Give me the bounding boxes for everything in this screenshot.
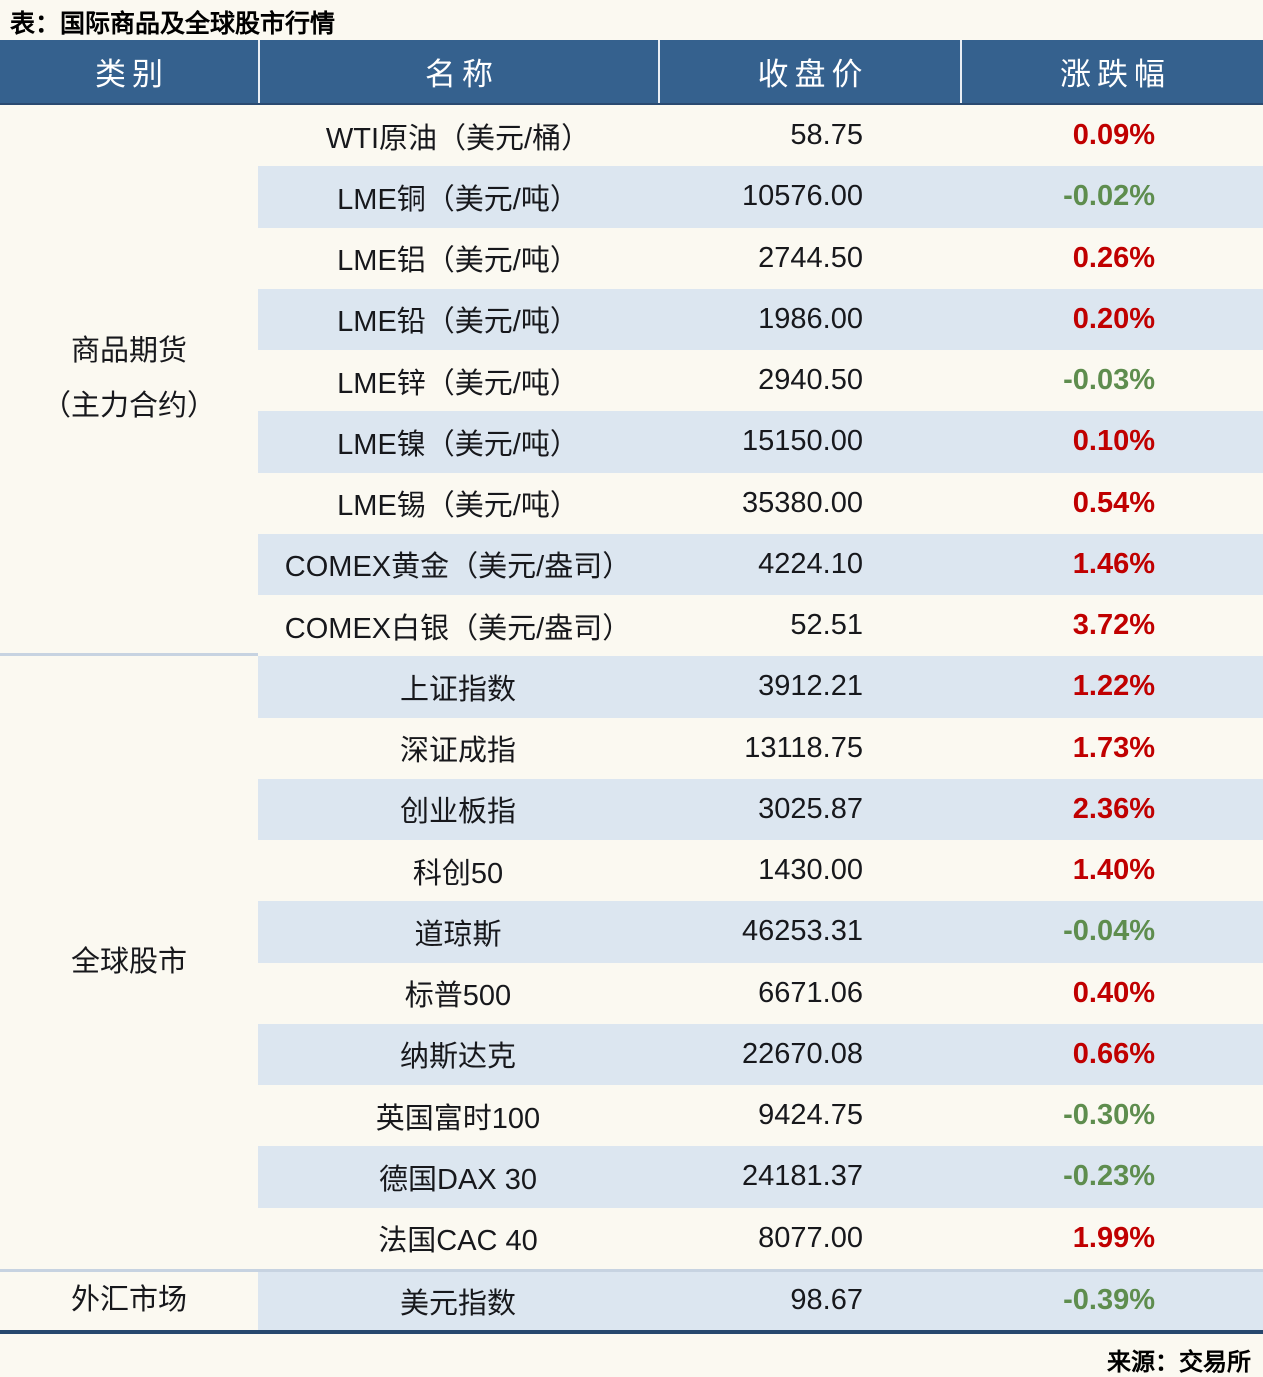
row-change-cell: 0.40% — [960, 962, 1263, 1024]
row-change-cell: 1.46% — [960, 533, 1263, 595]
row-name-cell: COMEX黄金（美元/盎司） — [258, 533, 658, 595]
row-change-cell: 1.73% — [960, 717, 1263, 779]
row-change-cell: 0.10% — [960, 411, 1263, 473]
row-name-cell: 德国DAX 30 — [258, 1146, 658, 1208]
row-name-cell: 标普500 — [258, 962, 658, 1024]
category-line: 商品期货 — [70, 335, 187, 368]
row-change-cell: -0.02% — [960, 166, 1263, 228]
row-close-cell: 58.75 — [658, 105, 960, 167]
row-name-cell: WTI原油（美元/桶） — [258, 105, 658, 167]
header-name: 名称 — [258, 40, 658, 103]
row-change-cell: 1.22% — [960, 656, 1263, 718]
row-close-cell: 2940.50 — [658, 350, 960, 412]
row-close-cell: 15150.00 — [658, 411, 960, 473]
row-close-cell: 6671.06 — [658, 962, 960, 1024]
row-change-cell: 0.26% — [960, 227, 1263, 289]
row-close-cell: 10576.00 — [658, 166, 960, 228]
row-name-cell: LME铝（美元/吨） — [258, 227, 658, 289]
row-name-cell: LME镍（美元/吨） — [258, 411, 658, 473]
row-name-cell: 美元指数 — [258, 1268, 658, 1330]
row-close-cell: 35380.00 — [658, 472, 960, 534]
category-line: 全球股市 — [70, 946, 187, 978]
row-change-cell: 1.40% — [960, 840, 1263, 902]
row-name-cell: 纳斯达克 — [258, 1023, 658, 1085]
row-name-cell: LME锌（美元/吨） — [258, 350, 658, 412]
row-change-cell: 0.20% — [960, 288, 1263, 350]
row-name-cell: 道琼斯 — [258, 901, 658, 963]
row-name-cell: LME锡（美元/吨） — [258, 472, 658, 534]
row-name-cell: 上证指数 — [258, 656, 658, 718]
row-close-cell: 8077.00 — [658, 1207, 960, 1269]
category-cell: 全球股市 — [0, 656, 258, 1269]
row-change-cell: -0.23% — [960, 1146, 1263, 1208]
row-name-cell: LME铅（美元/吨） — [258, 288, 658, 350]
row-name-cell: 英国富时100 — [258, 1085, 658, 1147]
row-close-cell: 1986.00 — [658, 288, 960, 350]
row-change-cell: 3.72% — [960, 595, 1263, 657]
row-name-cell: 创业板指 — [258, 778, 658, 840]
row-close-cell: 98.67 — [658, 1268, 960, 1330]
table-header-row: 类别 名称 收盘价 涨跌幅 — [0, 40, 1263, 105]
header-close: 收盘价 — [658, 40, 960, 103]
row-change-cell: 1.99% — [960, 1207, 1263, 1269]
row-name-cell: 深证成指 — [258, 717, 658, 779]
row-close-cell: 22670.08 — [658, 1023, 960, 1085]
header-change: 涨跌幅 — [960, 40, 1263, 103]
row-name-cell: LME铜（美元/吨） — [258, 166, 658, 228]
row-close-cell: 3912.21 — [658, 656, 960, 718]
market-table: 类别 名称 收盘价 涨跌幅 商品期货 （主力合约） WTI原油（美元/桶） 58.75… — [0, 40, 1263, 1334]
row-change-cell: 0.09% — [960, 105, 1263, 167]
category-cell: 商品期货 （主力合约） — [0, 105, 258, 657]
row-name-cell: 法国CAC 40 — [258, 1207, 658, 1269]
row-change-cell: -0.04% — [960, 901, 1263, 963]
category-line: 外汇市场 — [70, 1284, 187, 1317]
row-close-cell: 2744.50 — [658, 227, 960, 289]
market-table-body: 商品期货 （主力合约） WTI原油（美元/桶） 58.75 0.09% LME铜（美元/吨… — [0, 105, 1263, 1334]
row-change-cell: 2.36% — [960, 778, 1263, 840]
row-close-cell: 46253.31 — [658, 901, 960, 963]
category-line: （主力合约） — [41, 390, 216, 423]
category-cell: 外汇市场 — [0, 1268, 258, 1330]
row-change-cell: 0.54% — [960, 472, 1263, 534]
row-close-cell: 9424.75 — [658, 1085, 960, 1147]
row-change-cell: -0.03% — [960, 350, 1263, 412]
header-category: 类别 — [95, 57, 169, 92]
row-close-cell: 4224.10 — [658, 533, 960, 595]
page-title: 表：国际商品及全球股市行情 — [10, 10, 336, 38]
row-close-cell: 13118.75 — [658, 717, 960, 779]
row-name-cell: COMEX白银（美元/盎司） — [258, 595, 658, 657]
row-change-cell: -0.30% — [960, 1085, 1263, 1147]
row-close-cell: 24181.37 — [658, 1146, 960, 1208]
row-close-cell: 3025.87 — [658, 778, 960, 840]
row-change-cell: -0.39% — [960, 1268, 1263, 1330]
row-close-cell: 52.51 — [658, 595, 960, 657]
row-name-cell: 科创50 — [258, 840, 658, 902]
row-close-cell: 1430.00 — [658, 840, 960, 902]
row-change-cell: 0.66% — [960, 1023, 1263, 1085]
